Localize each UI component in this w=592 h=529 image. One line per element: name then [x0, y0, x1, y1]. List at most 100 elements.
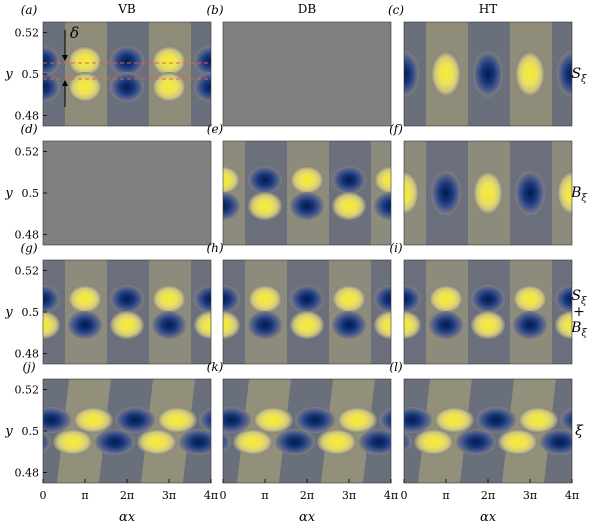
- negative-lobe: [223, 285, 240, 313]
- y-tick-label: 0.52: [15, 264, 40, 277]
- panel-tag-k: (k): [207, 360, 224, 374]
- negative-lobe: [43, 285, 60, 313]
- panel-c: [403, 21, 573, 127]
- panel-l: 0 π 2π 3π 4π αx: [401, 378, 579, 525]
- x-tick-label: 4π: [565, 489, 579, 502]
- negative-lobe: [473, 51, 503, 97]
- negative-lobe: [557, 51, 572, 97]
- negative-lobe: [560, 408, 572, 432]
- positive-lobe: [414, 429, 454, 455]
- positive-lobe: [498, 429, 538, 455]
- negative-lobe: [374, 285, 391, 313]
- panel-tag-d: (d): [20, 122, 37, 136]
- positive-lobe: [43, 311, 60, 339]
- y-tick-label: 0.5: [22, 425, 40, 438]
- row-label-1: Sξ: [571, 66, 587, 85]
- x-axis-label: αx: [480, 510, 497, 525]
- y-axis-label: y: [4, 67, 13, 82]
- panel-f: [403, 140, 573, 246]
- positive-lobe: [73, 407, 113, 433]
- x-tick-label: 0: [40, 489, 47, 502]
- negative-lobe: [43, 72, 60, 102]
- x-tick-label: 3π: [523, 489, 537, 502]
- positive-lobe: [557, 171, 572, 215]
- negative-lobe: [476, 407, 516, 433]
- negative-lobe: [374, 192, 391, 220]
- y-axis-label: y: [4, 186, 13, 201]
- panel-j: 0.52 0.5 0.48 y 0 π 2π 3π 4π αx: [4, 378, 218, 525]
- y-tick-label: 0.48: [15, 348, 40, 361]
- positive-lobe: [290, 166, 324, 194]
- negative-lobe: [540, 429, 572, 455]
- positive-lobe: [110, 311, 144, 339]
- y-tick-label: 0.5: [22, 187, 40, 200]
- negative-lobe: [332, 311, 366, 339]
- positive-lobe: [223, 166, 240, 194]
- positive-lobe: [53, 429, 93, 455]
- row-label-part: Bξ: [570, 185, 587, 204]
- panel-i: [403, 259, 573, 365]
- negative-lobe: [43, 431, 51, 453]
- negative-lobe: [290, 192, 324, 220]
- positive-lobe: [152, 72, 186, 102]
- negative-lobe: [110, 46, 144, 76]
- positive-lobe: [137, 429, 177, 455]
- positive-lobe: [194, 311, 211, 339]
- column-header-db: DB: [298, 2, 317, 16]
- positive-lobe: [152, 285, 186, 313]
- positive-lobe: [374, 311, 391, 339]
- x-tick-label: 3π: [342, 489, 356, 502]
- negative-lobe: [248, 311, 282, 339]
- negative-lobe: [429, 311, 463, 339]
- panel-g: 0.52 0.5 0.48 y: [4, 259, 212, 365]
- positive-lobe: [68, 72, 102, 102]
- x-axis-label: αx: [119, 510, 136, 525]
- x-tick-label: 2π: [300, 489, 314, 502]
- negative-lobe: [110, 285, 144, 313]
- negative-lobe: [275, 429, 315, 455]
- positive-lobe: [404, 311, 421, 339]
- panel-frame: [403, 140, 573, 246]
- field-background: [43, 141, 211, 245]
- positive-lobe: [223, 311, 240, 339]
- negative-lobe: [43, 407, 71, 433]
- row-label-part: +: [573, 304, 585, 320]
- positive-lobe: [317, 429, 357, 455]
- x-tick-label: π: [81, 489, 88, 502]
- y-tick-label: 0.5: [22, 306, 40, 319]
- y-tick-label: 0.52: [15, 26, 40, 39]
- negative-lobe: [223, 407, 251, 433]
- negative-lobe: [295, 407, 335, 433]
- x-tick-label: 4π: [204, 489, 218, 502]
- y-tick-label: 0.48: [15, 467, 40, 480]
- positive-lobe: [332, 285, 366, 313]
- negative-lobe: [199, 408, 211, 432]
- negative-lobe: [404, 407, 432, 433]
- positive-lobe: [68, 285, 102, 313]
- panel-tag-c: (c): [388, 3, 404, 17]
- x-tick-label: 0: [220, 489, 227, 502]
- negative-lobe: [95, 429, 135, 455]
- panel-a: δ 0.52 0.5 0.48 y: [4, 21, 212, 127]
- panel-e: [222, 140, 392, 246]
- positive-lobe: [471, 311, 505, 339]
- panel-frame: [403, 259, 573, 365]
- negative-lobe: [404, 431, 412, 453]
- x-tick-label: 4π: [384, 489, 398, 502]
- positive-lobe: [513, 285, 547, 313]
- positive-lobe: [555, 311, 572, 339]
- negative-lobe: [194, 72, 211, 102]
- panel-tag-i: (i): [389, 241, 403, 255]
- negative-lobe: [43, 46, 60, 76]
- row-label-4: ξ: [575, 423, 584, 439]
- positive-lobe: [473, 171, 503, 215]
- negative-lobe: [555, 285, 572, 313]
- negative-lobe: [248, 166, 282, 194]
- negative-lobe: [194, 285, 211, 313]
- negative-lobe: [110, 72, 144, 102]
- negative-lobe: [404, 285, 421, 313]
- positive-lobe: [431, 51, 461, 97]
- panel-b: [222, 21, 392, 127]
- y-axis-label: y: [4, 424, 13, 439]
